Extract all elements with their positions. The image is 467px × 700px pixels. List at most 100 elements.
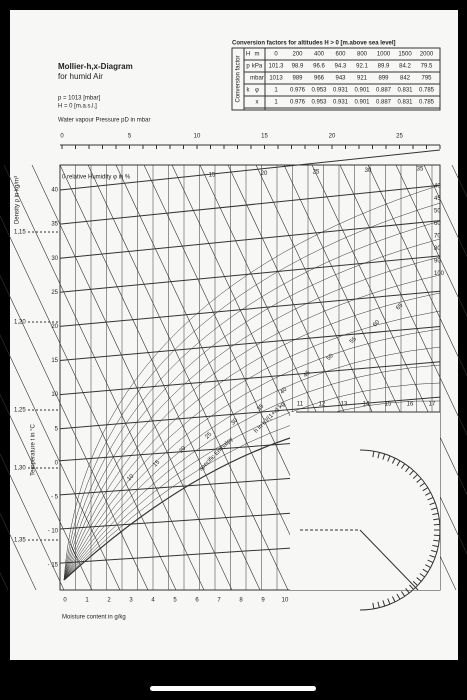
enthalpy-label: 30 — [230, 417, 239, 426]
tick-label: 1,30 — [14, 466, 26, 472]
cell: 94.3 — [335, 64, 347, 70]
enthalpy-label: 60 — [372, 319, 381, 328]
protractor-tick — [405, 466, 410, 472]
cell: 0.931 — [333, 100, 349, 106]
enthalpy-line — [0, 274, 149, 591]
cell: 800 — [357, 52, 368, 58]
protractor-tick — [400, 463, 406, 469]
cell: 1000 — [377, 52, 391, 58]
enthalpy-line — [0, 512, 37, 591]
home-indicator — [150, 686, 316, 691]
rh-curve — [63, 328, 441, 581]
protractor-tick — [372, 602, 375, 609]
enthalpy-line — [283, 164, 467, 555]
enthalpy-label: 50 — [326, 353, 335, 362]
protractor-tick — [430, 549, 438, 553]
rh-label: 15 — [209, 173, 216, 179]
rh-curve — [63, 346, 441, 581]
protractor-tick — [382, 600, 386, 607]
rh-title: 0 relative Humidity φ in % — [62, 175, 131, 181]
enthalpy-label: 15 — [152, 459, 161, 468]
protractor-tick — [427, 497, 434, 501]
tick-label: 7 — [217, 598, 221, 604]
tick-label: 1 — [85, 598, 89, 604]
isotherm — [59, 149, 441, 191]
protractor-tick — [416, 478, 422, 483]
cell: 921 — [357, 76, 368, 82]
enthalpy-label: 20 — [178, 445, 187, 454]
chart-frame — [59, 164, 441, 591]
cell: 600 — [335, 52, 346, 58]
tick-label: 10 — [51, 392, 58, 398]
isotherm — [59, 396, 441, 430]
tick-label: 1,25 — [14, 408, 26, 414]
cell: x — [256, 100, 259, 106]
cell: m — [255, 52, 260, 58]
cell: 0.976 — [290, 88, 306, 94]
cell: 899 — [378, 76, 389, 82]
protractor-tick — [425, 564, 431, 568]
cell: 84.2 — [399, 64, 411, 70]
tick-label: 40 — [51, 188, 58, 194]
tick-label: 20 — [51, 324, 58, 330]
cell: 842 — [400, 76, 411, 82]
cell: 795 — [421, 76, 432, 82]
tick-label: 35 — [51, 222, 58, 228]
enthalpy-line — [423, 164, 467, 258]
tick-label: 5 — [128, 134, 132, 140]
cell: 200 — [292, 52, 303, 58]
tick-label: 2 — [107, 598, 111, 604]
cell: 98.9 — [292, 64, 304, 70]
tick-label: 10 — [194, 134, 201, 140]
tick-label: 8 — [239, 598, 243, 604]
rh-curve — [63, 310, 441, 581]
cell: 1 — [274, 100, 278, 106]
isotherm — [59, 361, 441, 396]
protractor-tick — [405, 588, 410, 594]
cell: 96.6 — [313, 64, 325, 70]
cell: 0.785 — [419, 88, 435, 94]
tick-label: 4 — [151, 598, 155, 604]
rh-label: 45 — [434, 196, 441, 202]
protractor-needle — [359, 529, 419, 591]
rh-label: 80 — [434, 246, 441, 252]
protractor-tick — [377, 452, 380, 459]
protractor-tick — [429, 554, 436, 558]
rh-label: 40 — [434, 184, 441, 190]
cell: 1500 — [398, 52, 412, 58]
cell: 0.931 — [333, 88, 349, 94]
subtitle: for humid Air — [58, 72, 103, 81]
enthalpy-line — [0, 453, 65, 591]
tick-label: 20 — [329, 134, 336, 140]
tick-label: 9 — [261, 598, 265, 604]
cell: k — [247, 88, 251, 94]
tick-label: 0 — [63, 598, 67, 604]
rh-label: 60 — [434, 221, 441, 227]
altitude: H = 0 [m.a.s.l.] — [58, 104, 97, 110]
rh-curve — [63, 238, 441, 581]
axis-title: Water vapour Pressure pD in mbar — [58, 118, 150, 124]
enthalpy-line — [87, 164, 289, 591]
tick-label: - 5 — [51, 494, 59, 500]
protractor-tick — [430, 507, 438, 511]
tick-label: 5 — [173, 598, 177, 604]
tick-label: - 10 — [48, 529, 59, 535]
tick-label: 15 — [385, 402, 392, 408]
tick-label: 15 — [261, 134, 268, 140]
protractor-tick — [433, 539, 440, 542]
protractor-tick — [387, 598, 391, 605]
cell: p — [246, 64, 250, 70]
rh-curve — [63, 400, 441, 581]
tick-label: 1,20 — [14, 320, 26, 326]
enthalpy-line — [0, 572, 9, 591]
cell: 966 — [314, 76, 325, 82]
rh-curve — [63, 274, 441, 581]
tick-label: 1,15 — [14, 230, 26, 236]
enthalpy-line — [0, 215, 177, 591]
protractor-tick — [396, 460, 401, 467]
protractor-tick — [382, 453, 386, 460]
enthalpy-label: 45 — [303, 369, 312, 378]
tick-label: - 15 — [48, 563, 59, 569]
protractor-tick — [432, 544, 439, 548]
